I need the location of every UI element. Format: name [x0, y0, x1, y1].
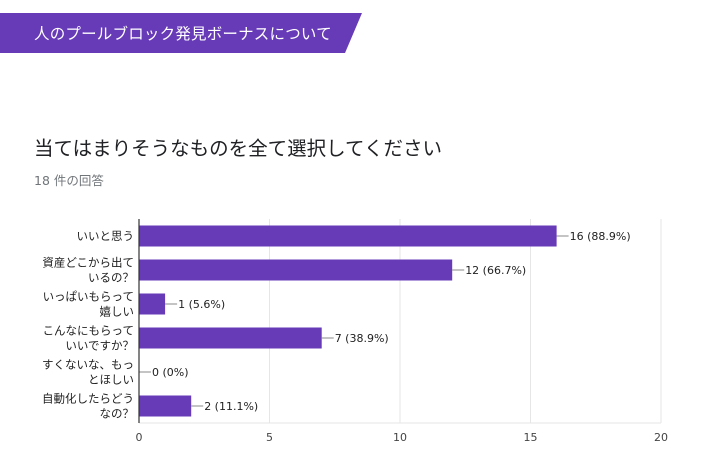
data-label: 0 (0%): [152, 366, 189, 379]
category-label: とほしい: [88, 373, 134, 387]
bar: [139, 293, 166, 315]
response-count: 18 件の回答: [34, 173, 104, 188]
category-label: こんなにもらって: [43, 324, 134, 338]
category-label: すくないな、もっ: [42, 358, 134, 372]
bar: [139, 259, 453, 281]
category-label: いいですか？: [65, 339, 134, 353]
category-label: なの？: [100, 407, 135, 421]
category-label: 自動化したらどう: [42, 392, 134, 406]
category-label: いいと思う: [77, 229, 135, 243]
x-tick-label: 0: [136, 431, 143, 444]
x-tick-label: 5: [266, 431, 273, 444]
category-label: 嬉しい: [100, 305, 135, 319]
data-label: 7 (38.9%): [335, 332, 389, 345]
banner-background: [0, 13, 362, 53]
question-title: 当てはまりそうなものを全て選択してください: [34, 137, 442, 160]
category-label: 資産どこから出て: [42, 256, 134, 270]
section-title: 人のプールブロック発見ボーナスについて: [34, 25, 332, 43]
bar: [139, 225, 557, 247]
category-label: いるの？: [88, 271, 134, 285]
category-label: いっぱいもらって: [43, 290, 134, 304]
data-label: 2 (11.1%): [204, 400, 258, 413]
data-label: 1 (5.6%): [178, 298, 225, 311]
bar: [139, 395, 192, 417]
data-label: 12 (66.7%): [465, 264, 526, 277]
x-tick-label: 10: [393, 431, 407, 444]
banner-shape: [0, 13, 362, 53]
data-label: 16 (88.9%): [570, 230, 631, 243]
x-tick-label: 20: [654, 431, 668, 444]
bar: [139, 327, 322, 349]
x-tick-label: 15: [524, 431, 538, 444]
